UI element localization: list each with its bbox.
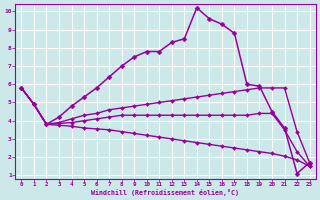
X-axis label: Windchill (Refroidissement éolien,°C): Windchill (Refroidissement éolien,°C) <box>92 189 239 196</box>
